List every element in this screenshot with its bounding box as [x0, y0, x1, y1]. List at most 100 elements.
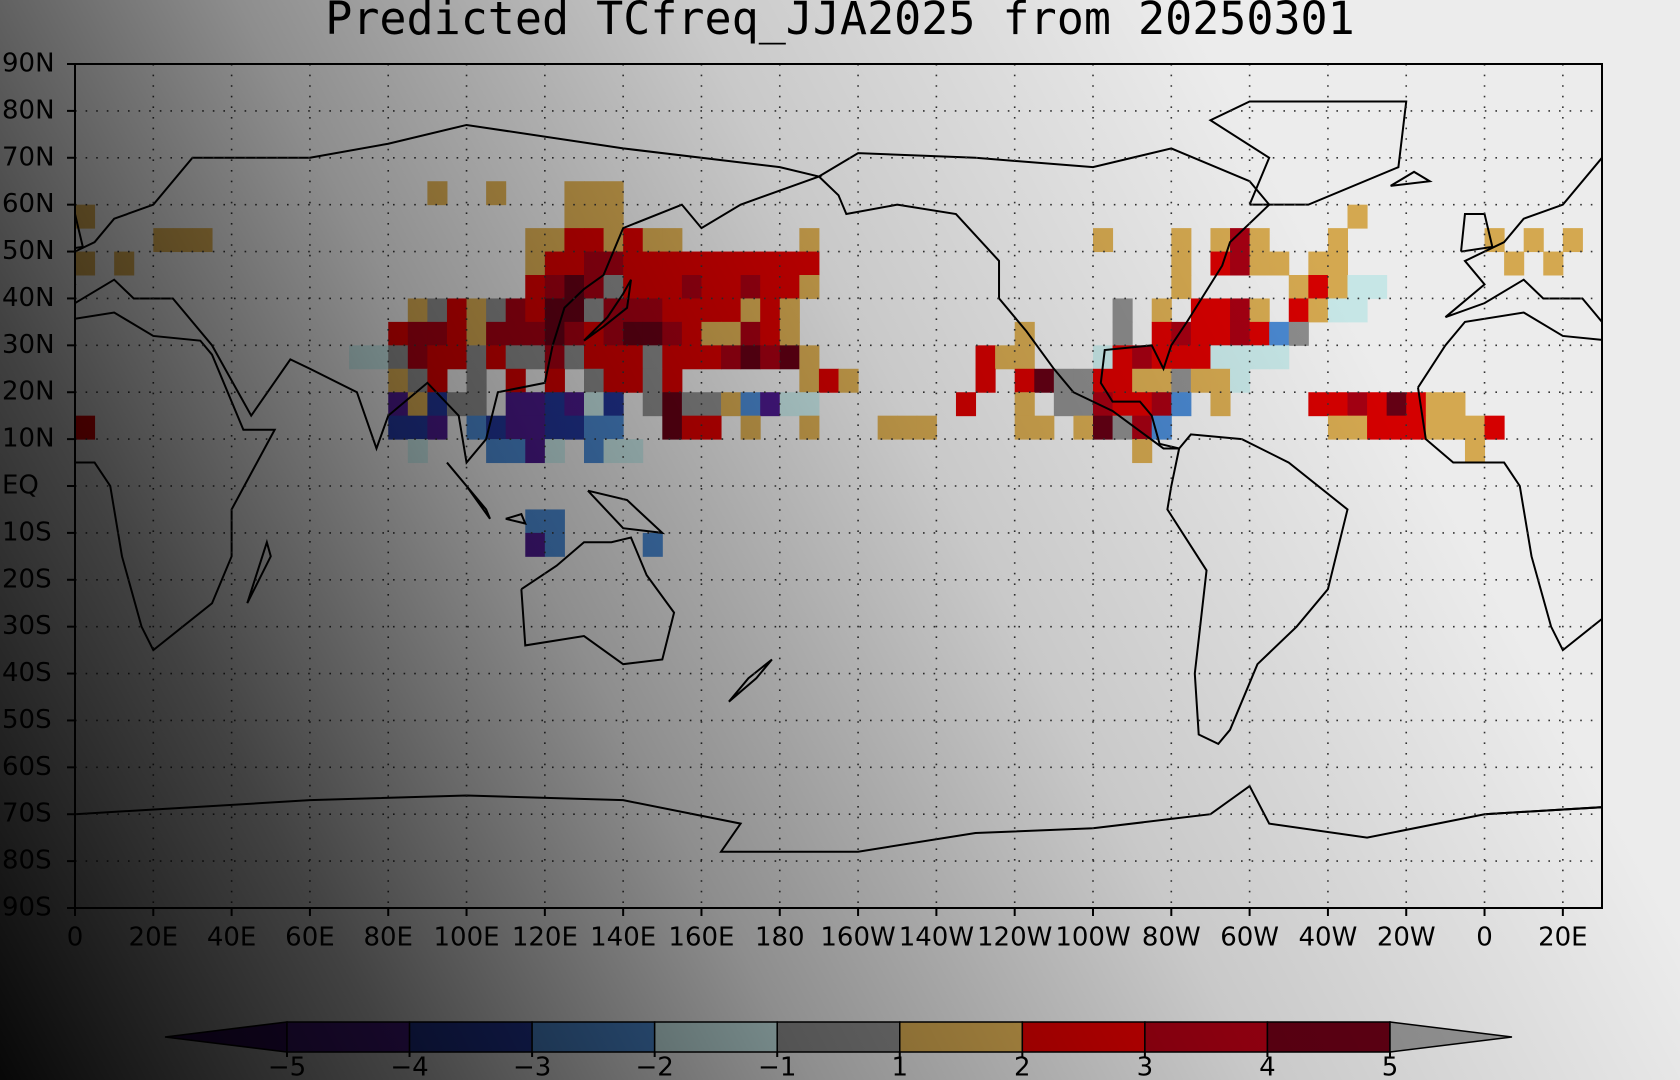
grid-cell [1151, 368, 1172, 393]
grid-cell [760, 345, 781, 370]
grid-cell [603, 345, 624, 370]
grid-cell [407, 415, 428, 440]
grid-cell [1386, 415, 1407, 440]
grid-cell [584, 439, 605, 464]
grid-cell [1504, 251, 1525, 276]
grid-cell [662, 345, 683, 370]
grid-cell [1308, 392, 1329, 417]
grid-cell [388, 345, 409, 370]
colorbar-segment [1266, 1021, 1391, 1053]
x-tick-label: 180 [755, 923, 805, 953]
grid-cell [1249, 251, 1270, 276]
coastline [1484, 806, 1602, 816]
grid-cell [760, 251, 781, 276]
coastline [728, 658, 773, 703]
colorbar-tick-label: 1 [892, 1053, 909, 1080]
y-tick-label: 50S [2, 705, 52, 735]
grid-cell [1210, 321, 1231, 346]
grid-cell [799, 368, 820, 393]
grid-cell [642, 368, 663, 393]
grid-cell [1014, 392, 1035, 417]
grid-cell [584, 392, 605, 417]
grid-cell [603, 368, 624, 393]
grid-cell [407, 439, 428, 464]
x-tick-label: 60E [285, 923, 335, 953]
y-tick-label: 50N [2, 236, 55, 266]
grid-cell [916, 415, 937, 440]
grid-cell [427, 298, 448, 323]
grid-cell [427, 415, 448, 440]
colorbar-tick-label: −4 [390, 1053, 428, 1080]
y-tick-label: 80N [2, 95, 55, 125]
y-tick-label: 70S [2, 799, 52, 829]
grid-cell [662, 251, 683, 276]
grid-cell [799, 415, 820, 440]
grid-cell [466, 345, 487, 370]
grid-cell [662, 392, 683, 417]
grid-cell [525, 415, 546, 440]
grid-cell [1367, 415, 1388, 440]
grid-cell [75, 415, 96, 440]
grid-cell [1386, 392, 1407, 417]
grid-cell [642, 228, 663, 253]
grid-cell [1347, 298, 1368, 323]
grid-cell [427, 181, 448, 206]
colorbar-segment [776, 1021, 901, 1053]
grid-cell [584, 204, 605, 229]
colorbar-segment [899, 1021, 1024, 1053]
grid-cell [407, 321, 428, 346]
grid-cell [740, 275, 761, 299]
y-tick-label: 30S [2, 611, 52, 641]
grid-cell [760, 321, 781, 346]
grid-cell [1464, 439, 1486, 464]
colorbar-tick-label: −3 [513, 1053, 551, 1080]
grid-cell [1053, 392, 1074, 417]
grid-cell [1073, 392, 1094, 417]
y-tick-label: 90N [2, 49, 55, 79]
grid-cell [1132, 368, 1153, 393]
grid-cell [1171, 275, 1192, 299]
coastline [1208, 100, 1408, 206]
grid-cell [153, 228, 174, 253]
grid-cell [779, 345, 800, 370]
grid-cell [1230, 251, 1251, 276]
grid-cell [1249, 298, 1270, 323]
grid-cell [701, 298, 722, 323]
x-tick-label: 20W [1377, 923, 1436, 953]
grid-cell [681, 298, 702, 323]
grid-cell [603, 275, 624, 299]
grid-cell [760, 275, 781, 299]
colorbar-tick-label: −1 [758, 1053, 796, 1080]
coastline [505, 512, 527, 525]
grid-cell [407, 368, 428, 393]
grid-cell [662, 321, 683, 346]
x-tick-label: 20E [1538, 923, 1588, 953]
grid-cell [1367, 275, 1388, 299]
grid-cell [701, 415, 722, 440]
y-tick-label: 80S [2, 846, 52, 876]
grid-cell [1249, 321, 1270, 346]
grid-cell [1210, 345, 1231, 370]
grid-cell [544, 532, 565, 557]
grid-cell [642, 345, 663, 370]
grid-cell [1014, 415, 1035, 440]
x-tick-label: 0 [67, 923, 84, 953]
grid-cell [799, 392, 820, 417]
grid-cell [1171, 251, 1192, 276]
grid-cell [623, 228, 644, 253]
grid-cell [564, 204, 585, 229]
grid-cell [1210, 392, 1231, 417]
grid-cell [1288, 275, 1309, 299]
grid-cell [681, 321, 702, 346]
grid-cell [368, 345, 389, 370]
grid-cell [642, 321, 663, 346]
coastline [1416, 311, 1602, 652]
coastline [75, 784, 1602, 853]
x-tick-label: 140W [899, 923, 974, 953]
grid-cell [662, 368, 683, 393]
y-tick-label: 90S [2, 893, 52, 923]
grid-cell [975, 345, 996, 370]
grid-cell [1210, 251, 1231, 276]
